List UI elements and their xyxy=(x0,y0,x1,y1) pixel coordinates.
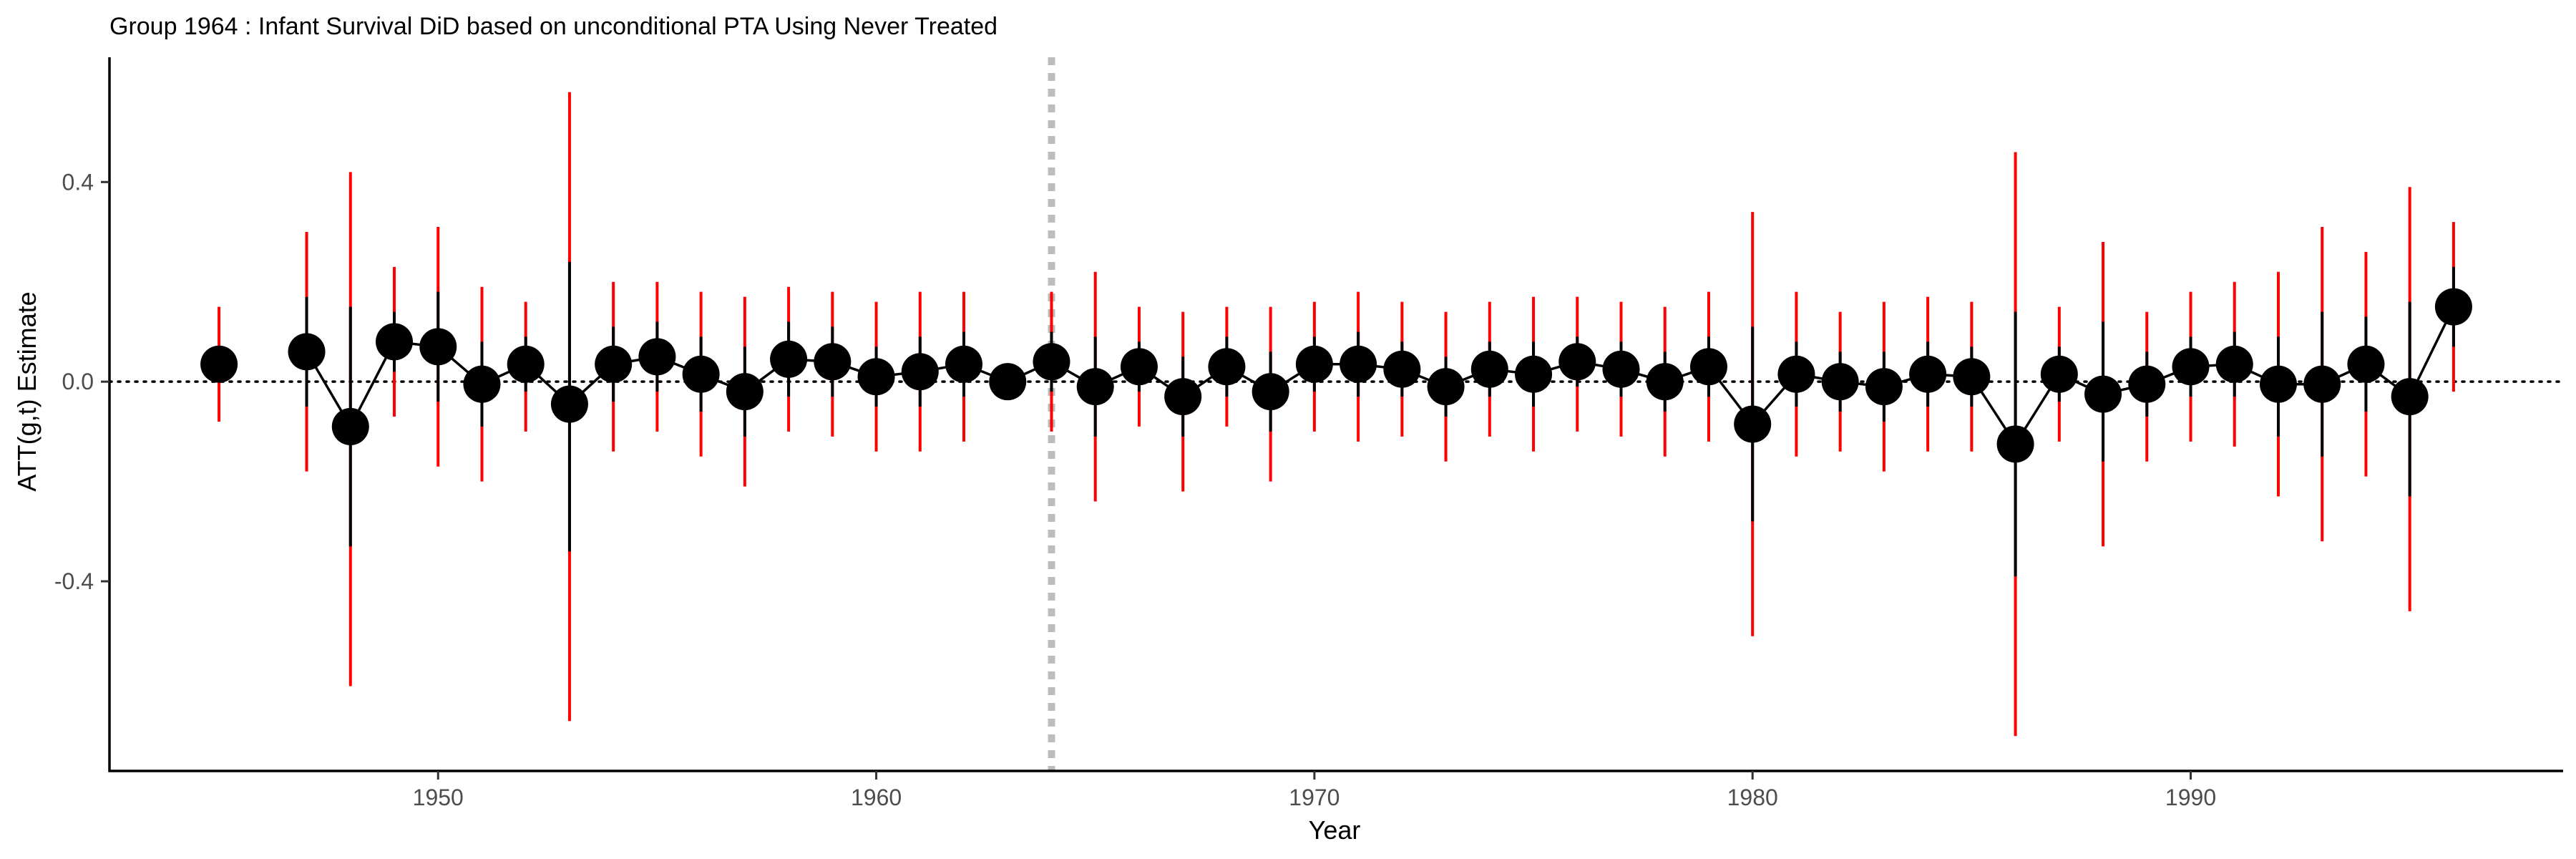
x-tick-label-1950: 1950 xyxy=(413,785,464,810)
point-1987 xyxy=(2040,355,2078,393)
point-1972 xyxy=(1383,350,1421,388)
point-1968 xyxy=(1208,348,1246,386)
point-1959 xyxy=(814,343,852,381)
y-tick-label-2: 0.4 xyxy=(62,169,94,195)
point-1950 xyxy=(419,328,457,366)
x-tick-label-1970: 1970 xyxy=(1289,785,1340,810)
point-1962 xyxy=(945,345,983,383)
point-1996 xyxy=(2434,288,2472,326)
point-1982 xyxy=(1821,363,1859,401)
y-axis-title: ATT(g,t) Estimate xyxy=(12,291,42,491)
point-1958 xyxy=(770,340,808,378)
point-1954 xyxy=(595,345,633,383)
x-tick-label-1990: 1990 xyxy=(2165,785,2216,810)
point-1967 xyxy=(1164,378,1202,416)
point-1951 xyxy=(463,365,501,403)
point-1955 xyxy=(638,338,676,376)
point-1970 xyxy=(1295,345,1333,383)
x-tick-label-1960: 1960 xyxy=(851,785,902,810)
point-1994 xyxy=(2347,345,2385,383)
point-1989 xyxy=(2128,365,2166,403)
point-1984 xyxy=(1909,355,1947,393)
point-1969 xyxy=(1252,373,1289,411)
point-1981 xyxy=(1777,355,1815,393)
point-1986 xyxy=(1996,425,2034,463)
point-1983 xyxy=(1865,368,1903,406)
point-1992 xyxy=(2259,365,2297,403)
point-1947 xyxy=(288,333,326,371)
point-1952 xyxy=(507,345,545,383)
point-1948 xyxy=(331,407,369,445)
plot-area: 1950 1960 1970 1980 1990 -0.4 0.0 0.4 xyxy=(54,57,2565,810)
point-1949 xyxy=(376,323,414,361)
y-tick-label-0: -0.4 xyxy=(54,568,94,594)
point-1957 xyxy=(726,373,763,411)
point-1953 xyxy=(550,385,588,423)
point-1979 xyxy=(1689,348,1727,386)
point-1974 xyxy=(1470,350,1508,388)
point-1991 xyxy=(2215,345,2253,383)
point-1971 xyxy=(1340,345,1377,383)
point-1960 xyxy=(857,358,895,396)
point-1966 xyxy=(1120,348,1158,386)
point-1945 xyxy=(200,345,238,383)
point-1963 xyxy=(989,363,1027,401)
chart-title: Group 1964 : Infant Survival DiD based o… xyxy=(109,13,997,40)
point-1965 xyxy=(1076,368,1114,406)
point-1973 xyxy=(1427,368,1465,406)
point-1980 xyxy=(1734,405,1772,443)
point-1988 xyxy=(2084,375,2122,413)
point-1961 xyxy=(901,353,939,391)
point-1977 xyxy=(1602,350,1640,388)
point-1993 xyxy=(2303,365,2341,403)
x-tick-label-1980: 1980 xyxy=(1727,785,1778,810)
point-1990 xyxy=(2172,348,2210,386)
x-axis-title: Year xyxy=(1309,815,1361,845)
point-1956 xyxy=(682,355,720,393)
point-1985 xyxy=(1953,358,1991,396)
point-1964 xyxy=(1033,343,1070,381)
y-tick-label-1: 0.0 xyxy=(62,369,94,394)
point-1995 xyxy=(2391,378,2429,416)
point-1976 xyxy=(1558,343,1596,381)
point-1978 xyxy=(1646,363,1684,401)
point-1975 xyxy=(1515,355,1553,393)
